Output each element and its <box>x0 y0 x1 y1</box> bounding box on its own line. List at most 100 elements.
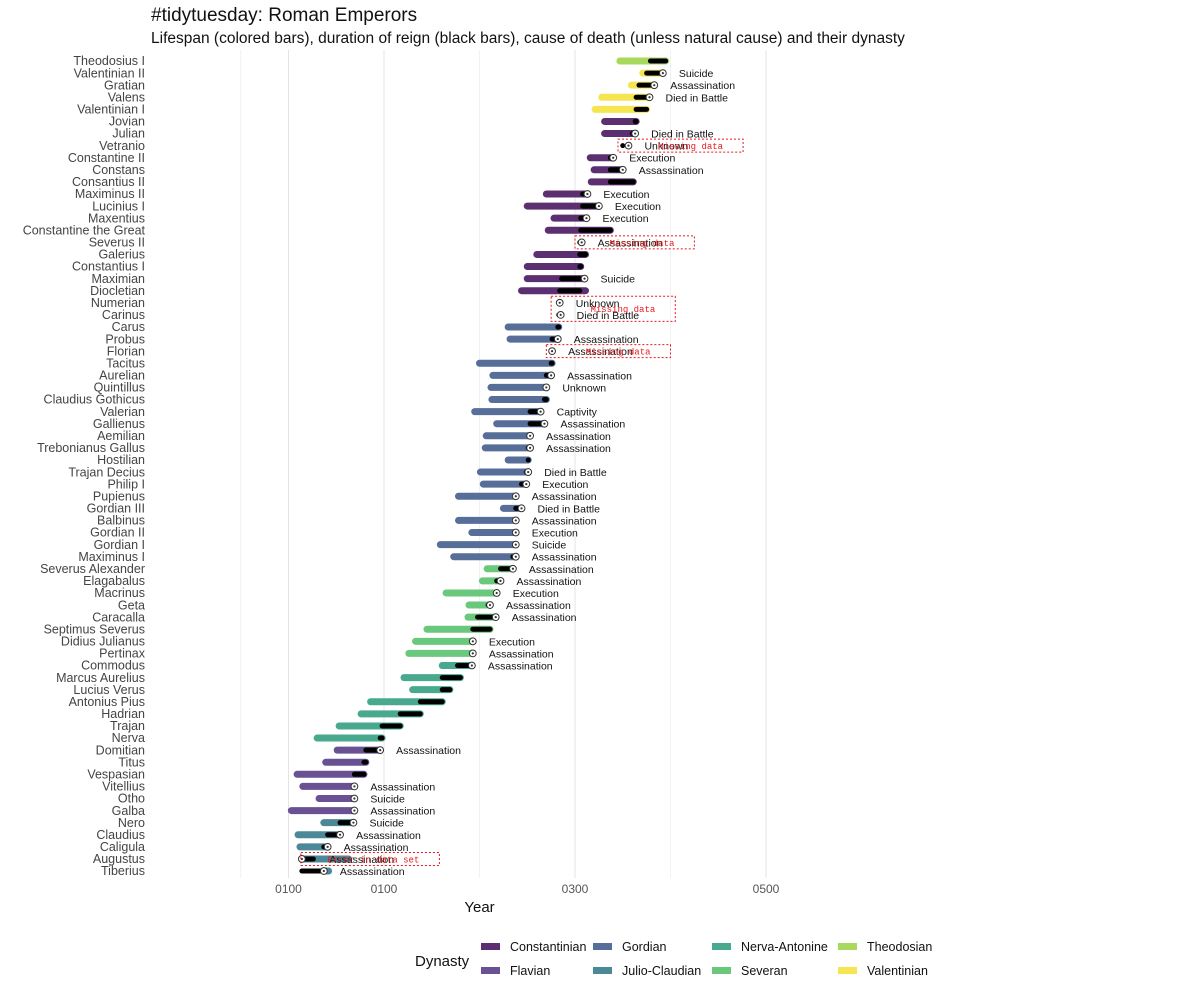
cause-label-otho: Suicide <box>370 793 405 805</box>
flag-label-severus-ii: Missing data <box>610 239 675 249</box>
y-label-valens: Valens <box>108 90 145 104</box>
cause-label-lucinius-i: Execution <box>615 201 661 213</box>
y-label-aurelian: Aurelian <box>99 369 145 383</box>
y-label-numerian: Numerian <box>91 296 145 310</box>
death-marker-dot-pertinax <box>471 652 474 655</box>
cause-label-gordian-i: Suicide <box>532 540 567 552</box>
cause-label-aurelian: Assassination <box>567 370 632 382</box>
death-marker-dot-probus <box>556 337 559 341</box>
cause-label-domitian: Assassination <box>396 745 461 757</box>
y-label-tiberius: Tiberius <box>101 864 145 878</box>
y-label-marcus-aurelius: Marcus Aurelius <box>56 671 145 685</box>
y-label-trebonianus-gallus: Trebonianus Gallus <box>37 441 145 455</box>
legend-item-constantinian: Constantinian <box>481 940 586 954</box>
y-label-domitian: Domitian <box>96 743 145 757</box>
legend-key-julio-claudian <box>593 967 612 975</box>
y-label-jovian: Jovian <box>109 115 145 129</box>
y-label-geta: Geta <box>118 598 145 612</box>
death-marker-dot-valens <box>648 96 651 99</box>
legend-item-julio-claudian: Julio-Claudian <box>593 964 701 978</box>
y-label-carinus: Carinus <box>102 308 145 322</box>
death-marker-dot-macrinus <box>495 591 498 595</box>
flag-box-vetranio <box>617 138 744 153</box>
cause-label-numerian: Unknown <box>576 298 620 310</box>
y-label-severus-alexander: Severus Alexander <box>40 562 145 576</box>
cause-label-commodus: Assassination <box>488 661 553 673</box>
death-marker-dot-elagabalus <box>499 579 502 582</box>
cause-label-maximian: Suicide <box>601 274 636 286</box>
death-marker-dot-philip-i <box>525 483 528 486</box>
y-label-gordian-i: Gordian I <box>94 538 145 552</box>
x-tick-label: 0100 <box>371 882 398 896</box>
y-label-philip-i: Philip I <box>107 477 145 491</box>
death-marker-dot-gordian-iii <box>520 507 523 510</box>
legend-label: Severan <box>741 964 788 978</box>
y-label-aemilian: Aemilian <box>97 429 145 443</box>
y-label-caligula: Caligula <box>100 840 145 854</box>
cause-label-constantine-ii: Execution <box>629 153 675 165</box>
death-marker-dot-pupienus <box>514 495 517 498</box>
y-label-diocletian: Diocletian <box>90 284 145 298</box>
y-label-maximinus-i: Maximinus I <box>78 550 145 564</box>
death-marker-dot-domitian <box>379 749 382 752</box>
legend-item-severan: Severan <box>712 964 788 978</box>
y-label-gratian: Gratian <box>104 78 145 92</box>
death-marker-dot-geta <box>488 603 492 607</box>
cause-label-julian: Died in Battle <box>651 129 714 141</box>
cause-label-trebonianus-gallus: Assassination <box>546 443 611 455</box>
death-marker-dot-trebonianus-gallus <box>529 446 532 449</box>
legend-label: Julio-Claudian <box>622 964 702 978</box>
y-label-augustus: Augustus <box>93 852 145 866</box>
y-label-macrinus: Macrinus <box>94 586 145 600</box>
cause-label-augustus: Assassination <box>329 854 394 866</box>
cause-label-maximinus-i: Assassination <box>532 552 597 564</box>
cause-label-florian: Assassination <box>568 346 633 358</box>
death-marker-dot-commodus <box>470 664 473 667</box>
y-label-hostilian: Hostilian <box>97 453 145 467</box>
y-label-lucinius-i: Lucinius I <box>92 199 145 213</box>
y-label-vespasian: Vespasian <box>87 768 145 782</box>
x-tick-label: 0500 <box>753 882 780 896</box>
legend-key-flavian <box>481 967 500 975</box>
y-label-nerva: Nerva <box>112 731 145 745</box>
y-label-maximian: Maximian <box>92 272 146 286</box>
death-marker-dot-severus-ii <box>580 241 583 244</box>
y-label-lucius-verus: Lucius Verus <box>73 683 145 697</box>
y-label-commodus: Commodus <box>81 659 145 673</box>
y-label-theodosius-i: Theodosius I <box>73 54 145 68</box>
cause-label-pupienus: Assassination <box>532 491 597 503</box>
death-marker-dot-nero <box>352 821 355 824</box>
death-marker-dot-caracalla <box>494 616 497 619</box>
death-marker-dot-vetranio <box>627 144 630 147</box>
flag-box-augustus <box>300 851 440 866</box>
death-marker-dot-constans <box>621 168 624 171</box>
death-marker-dot-maximinus-ii <box>586 192 589 196</box>
death-marker-dot-caligula <box>326 845 329 848</box>
y-label-trajan-decius: Trajan Decius <box>68 465 145 479</box>
page-subtitle: Lifespan (colored bars), duration of rei… <box>151 30 905 47</box>
y-label-valerian: Valerian <box>100 405 145 419</box>
death-marker-dot-maximian <box>583 277 586 280</box>
x-tick-label: 0100 <box>275 882 302 896</box>
cause-label-vetranio: Unknown <box>644 141 688 153</box>
flag-label-numerian: Missing data <box>590 305 655 315</box>
y-label-florian: Florian <box>107 344 145 358</box>
cause-label-valens: Died in Battle <box>665 92 728 104</box>
y-label-valentinian-ii: Valentinian II <box>74 66 145 80</box>
death-marker-dot-galba <box>353 809 356 812</box>
y-label-maximinus-ii: Maximinus II <box>75 187 145 201</box>
y-label-trajan: Trajan <box>110 719 145 733</box>
cause-label-caligula: Assassination <box>344 842 409 854</box>
death-marker-dot-gallienus <box>543 422 546 425</box>
y-label-vetranio: Vetranio <box>99 139 145 153</box>
y-label-gallienus: Gallienus <box>93 417 145 431</box>
flag-label-vetranio: Missing data <box>658 142 723 152</box>
y-label-hadrian: Hadrian <box>101 707 145 721</box>
death-marker-dot-claudius <box>338 833 342 836</box>
cause-label-tiberius: Assassination <box>340 866 405 878</box>
y-label-constantius-i: Constantius I <box>72 260 145 274</box>
cause-label-severus-alexander: Assassination <box>529 564 594 576</box>
legend-item-flavian: Flavian <box>481 964 550 978</box>
cause-label-quintillus: Unknown <box>562 382 606 394</box>
